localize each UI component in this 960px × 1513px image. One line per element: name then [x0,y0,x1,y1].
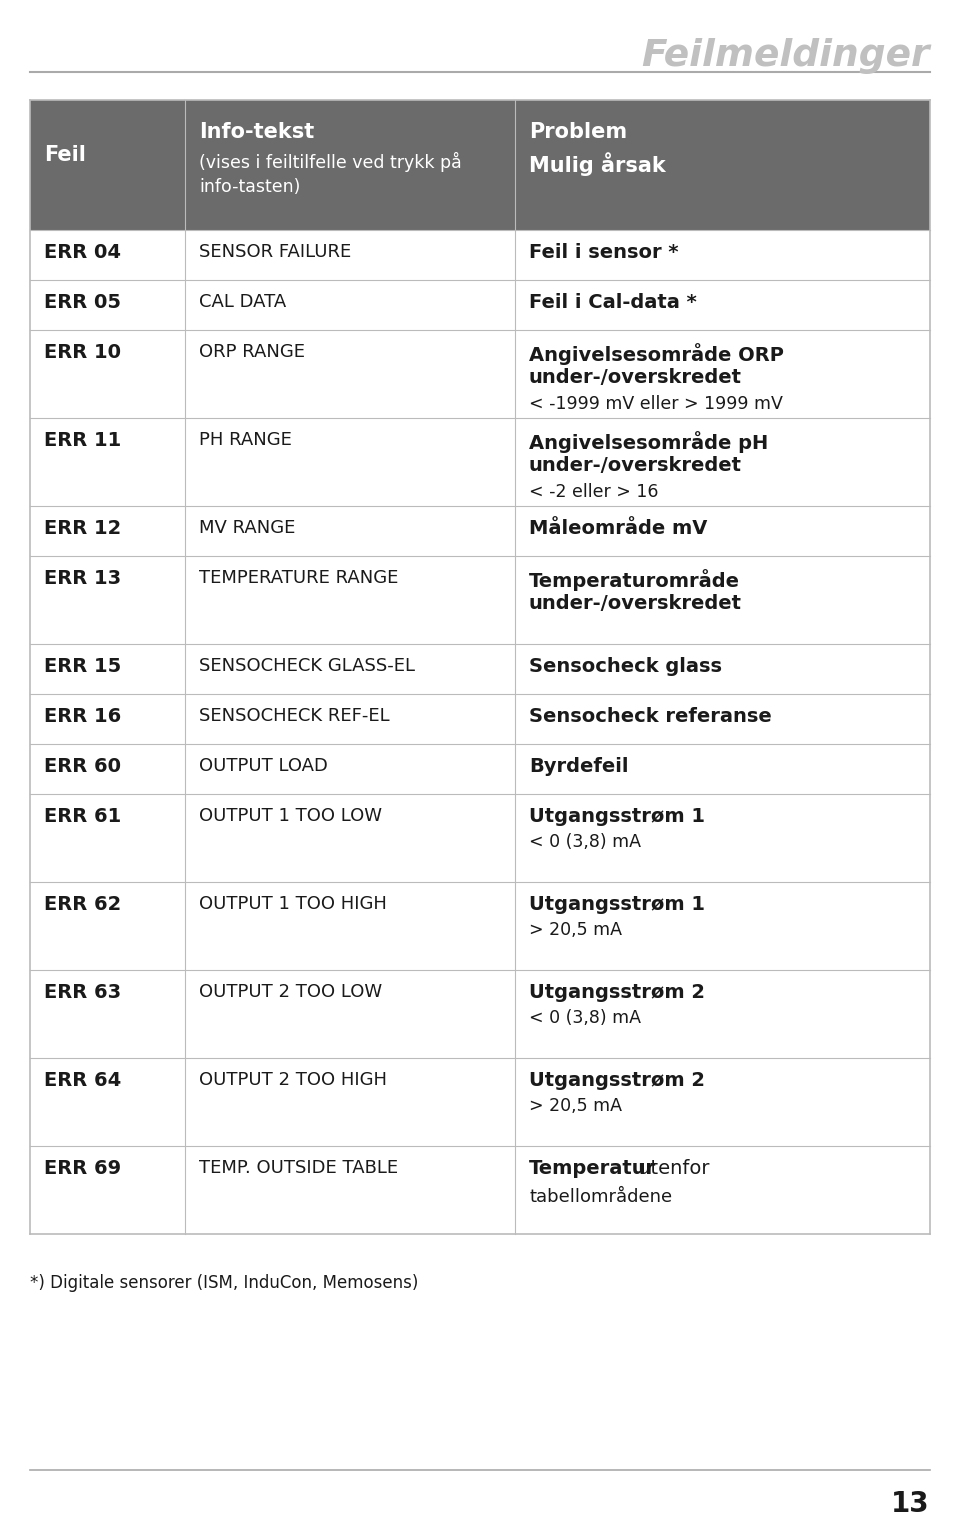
Bar [30,505,930,555]
Text: ERR 16: ERR 16 [44,707,121,726]
Text: Info-tekst: Info-tekst [199,123,314,142]
Text: TEMPERATURE RANGE: TEMPERATURE RANGE [199,569,398,587]
Bar [30,694,930,744]
Text: (vises i feiltilfelle ved trykk på: (vises i feiltilfelle ved trykk på [199,151,462,172]
Text: OUTPUT 2 TOO HIGH: OUTPUT 2 TOO HIGH [199,1071,387,1089]
Text: < -2 eller > 16: < -2 eller > 16 [529,483,659,501]
Text: OUTPUT 1 TOO HIGH: OUTPUT 1 TOO HIGH [199,896,387,912]
Bar [30,970,930,1058]
Text: ERR 10: ERR 10 [44,343,121,362]
Text: info-tasten): info-tasten) [199,179,300,197]
Text: Sensocheck glass: Sensocheck glass [529,657,722,676]
Text: ERR 60: ERR 60 [44,756,121,776]
Bar [30,330,930,418]
Bar [30,230,930,280]
Text: tabellområdene: tabellområdene [529,1188,672,1206]
Text: Feilmeldinger: Feilmeldinger [641,38,930,74]
Text: SENSOR FAILURE: SENSOR FAILURE [199,244,351,262]
Text: Byrdefeil: Byrdefeil [529,756,629,776]
Bar [30,100,930,230]
Bar [30,1058,930,1145]
Text: < 0 (3,8) mA: < 0 (3,8) mA [529,834,641,850]
Text: OUTPUT LOAD: OUTPUT LOAD [199,756,328,775]
Bar [30,794,930,882]
Text: CAL DATA: CAL DATA [199,294,286,312]
Text: Angivelsesområde pH
under-/overskredet: Angivelsesområde pH under-/overskredet [529,431,768,475]
Text: Sensocheck referanse: Sensocheck referanse [529,707,772,726]
Text: ERR 13: ERR 13 [44,569,121,589]
Text: Temperaturområde
under-/overskredet: Temperaturområde under-/overskredet [529,569,742,613]
Text: ERR 11: ERR 11 [44,431,121,449]
Text: > 20,5 mA: > 20,5 mA [529,1097,622,1115]
Bar [30,280,930,330]
Text: Mulig årsak: Mulig årsak [529,151,665,176]
Text: ERR 69: ERR 69 [44,1159,121,1179]
Text: ERR 64: ERR 64 [44,1071,121,1089]
Bar [30,882,930,970]
Bar [30,555,930,645]
Text: ERR 61: ERR 61 [44,806,121,826]
Text: ERR 12: ERR 12 [44,519,121,539]
Text: *) Digitale sensorer (ISM, InduCon, Memosens): *) Digitale sensorer (ISM, InduCon, Memo… [30,1274,419,1292]
Text: Utgangsstrøm 2: Utgangsstrøm 2 [529,983,705,1002]
Text: Utgangsstrøm 1: Utgangsstrøm 1 [529,806,705,826]
Text: ERR 05: ERR 05 [44,294,121,312]
Bar [30,418,930,505]
Text: ERR 15: ERR 15 [44,657,121,676]
Text: Feil i Cal-data *: Feil i Cal-data * [529,294,697,312]
Text: ORP RANGE: ORP RANGE [199,343,305,362]
Text: ERR 63: ERR 63 [44,983,121,1002]
Text: 13: 13 [892,1490,930,1513]
Text: ERR 04: ERR 04 [44,244,121,262]
Text: MV RANGE: MV RANGE [199,519,296,537]
Text: Utgangsstrøm 1: Utgangsstrøm 1 [529,896,705,914]
Text: > 20,5 mA: > 20,5 mA [529,921,622,940]
Text: SENSOCHECK REF-EL: SENSOCHECK REF-EL [199,707,390,725]
Bar [30,744,930,794]
Text: Måleområde mV: Måleområde mV [529,519,708,539]
Bar [30,1145,930,1235]
Text: < -1999 mV eller > 1999 mV: < -1999 mV eller > 1999 mV [529,395,782,413]
Text: OUTPUT 1 TOO LOW: OUTPUT 1 TOO LOW [199,806,382,825]
Text: OUTPUT 2 TOO LOW: OUTPUT 2 TOO LOW [199,983,382,1002]
Text: < 0 (3,8) mA: < 0 (3,8) mA [529,1009,641,1027]
Text: Angivelsesområde ORP
under-/overskredet: Angivelsesområde ORP under-/overskredet [529,343,784,387]
Text: Feil: Feil [44,145,85,165]
Text: utenfor: utenfor [632,1159,709,1179]
Bar [30,645,930,694]
Text: PH RANGE: PH RANGE [199,431,292,449]
Text: Feil i sensor *: Feil i sensor * [529,244,679,262]
Text: TEMP. OUTSIDE TABLE: TEMP. OUTSIDE TABLE [199,1159,398,1177]
Text: ERR 62: ERR 62 [44,896,121,914]
Text: Temperatur: Temperatur [529,1159,657,1179]
Text: Utgangsstrøm 2: Utgangsstrøm 2 [529,1071,705,1089]
Text: Problem: Problem [529,123,627,142]
Text: SENSOCHECK GLASS-EL: SENSOCHECK GLASS-EL [199,657,415,675]
